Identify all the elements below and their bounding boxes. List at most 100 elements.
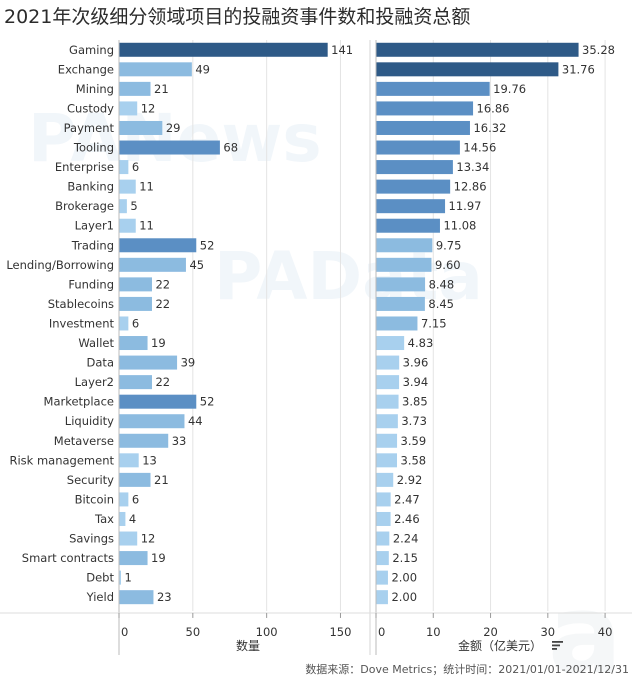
category-label: Wallet [78, 336, 114, 350]
amount-bar [376, 140, 460, 155]
count-bar [119, 551, 148, 566]
count-bar [119, 414, 185, 429]
count-bar [119, 199, 127, 214]
amount-bar [376, 81, 490, 96]
count-data-label: 19 [151, 551, 166, 565]
count-data-label: 21 [154, 473, 169, 487]
amount-bar [376, 257, 432, 272]
category-label: Metaverse [54, 434, 114, 448]
amount-data-label: 2.15 [392, 551, 418, 565]
count-bar [119, 531, 138, 546]
count-bar [119, 570, 121, 585]
amount-bar [376, 199, 446, 214]
category-label: Smart contracts [22, 551, 114, 565]
count-data-label: 44 [188, 414, 203, 428]
amount-data-label: 16.32 [473, 121, 506, 135]
count-data-label: 49 [195, 62, 210, 76]
category-label: Layer1 [75, 219, 114, 233]
amount-data-label: 3.94 [403, 375, 429, 389]
sort-icon[interactable] [552, 641, 563, 650]
count-data-label: 12 [141, 532, 156, 546]
chart-canvas: Gaming Exchange Mining Custody Payment Toolin… [0, 40, 632, 655]
count-bar [119, 238, 197, 253]
count-bar [119, 472, 151, 487]
count-bar [119, 218, 136, 233]
amount-data-label: 2.47 [394, 492, 420, 506]
amount-bar [376, 472, 394, 487]
count-bar [119, 492, 129, 507]
category-label: Tax [94, 512, 114, 526]
amount-bar [376, 62, 559, 77]
count-bar [119, 101, 138, 116]
category-label: Yield [86, 590, 114, 604]
category-label: Debt [86, 571, 114, 585]
amount-bar [376, 277, 426, 292]
count-bar [119, 62, 192, 77]
category-label: Tooling [73, 141, 114, 155]
x-axis-title: 金额（亿美元） [458, 638, 542, 653]
tick-label: 0 [121, 625, 128, 639]
tick-label: 20 [483, 625, 498, 639]
count-bars: 1414921122968611511524522226193922524433… [119, 42, 353, 605]
amount-data-label: 3.58 [401, 453, 427, 467]
amount-bar [376, 355, 400, 370]
amount-data-label: 35.28 [582, 43, 615, 57]
amount-data-label: 2.00 [391, 590, 417, 604]
count-data-label: 141 [331, 43, 353, 57]
sort-icon-line [552, 641, 563, 643]
amount-data-label: 19.76 [493, 82, 526, 96]
amount-data-label: 9.75 [436, 238, 462, 252]
count-bar [119, 277, 152, 292]
count-bar [119, 179, 136, 194]
count-bar [119, 81, 151, 96]
category-label: Banking [67, 180, 114, 194]
amount-data-label: 3.96 [403, 356, 429, 370]
count-data-label: 1 [124, 571, 131, 585]
amount-data-label: 2.24 [393, 532, 419, 546]
amount-data-label: 3.85 [402, 395, 428, 409]
amount-data-label: 12.86 [454, 180, 487, 194]
amount-data-label: 11.08 [443, 219, 476, 233]
amount-bar [376, 375, 400, 390]
category-label: Gaming [69, 43, 114, 57]
amount-data-label: 3.73 [401, 414, 427, 428]
amount-bar [376, 160, 453, 175]
category-label: Savings [69, 532, 114, 546]
count-bar [119, 336, 148, 351]
amount-data-label: 11.97 [449, 199, 482, 213]
count-bar [119, 394, 197, 409]
count-data-label: 22 [155, 375, 170, 389]
amount-bar [376, 101, 474, 116]
category-label: Data [87, 356, 114, 370]
count-data-label: 52 [200, 395, 215, 409]
category-labels: Gaming Exchange Mining Custody Payment Toolin… [6, 43, 114, 604]
amount-bar [376, 433, 398, 448]
amount-bar [376, 336, 405, 351]
amount-bar [376, 218, 440, 233]
category-label: Liquidity [65, 414, 114, 428]
category-label: Mining [76, 82, 114, 96]
category-label: Enterprise [55, 160, 114, 174]
count-data-label: 29 [166, 121, 181, 135]
category-label: Trading [71, 238, 114, 252]
count-data-label: 19 [151, 336, 166, 350]
amount-data-label: 14.56 [463, 141, 496, 155]
count-data-label: 4 [129, 512, 136, 526]
amount-bar [376, 492, 391, 507]
amount-data-label: 9.60 [435, 258, 461, 272]
tick-label: 150 [329, 625, 351, 639]
category-label: Exchange [58, 62, 114, 76]
category-label: Payment [64, 121, 115, 135]
count-bar [119, 296, 152, 311]
count-data-label: 6 [132, 492, 139, 506]
amount-data-label: 7.15 [421, 316, 447, 330]
amount-data-label: 16.86 [477, 101, 510, 115]
amount-bar [376, 414, 398, 429]
count-bar [119, 453, 139, 468]
category-label: Layer2 [75, 375, 114, 389]
tick-label: 40 [598, 625, 613, 639]
tick-label: 10 [426, 625, 441, 639]
grid-lines [192, 40, 606, 611]
chart-title: 2021年次级细分领域项目的投融资事件数和投融资总额 [4, 6, 471, 28]
count-data-label: 12 [141, 101, 156, 115]
